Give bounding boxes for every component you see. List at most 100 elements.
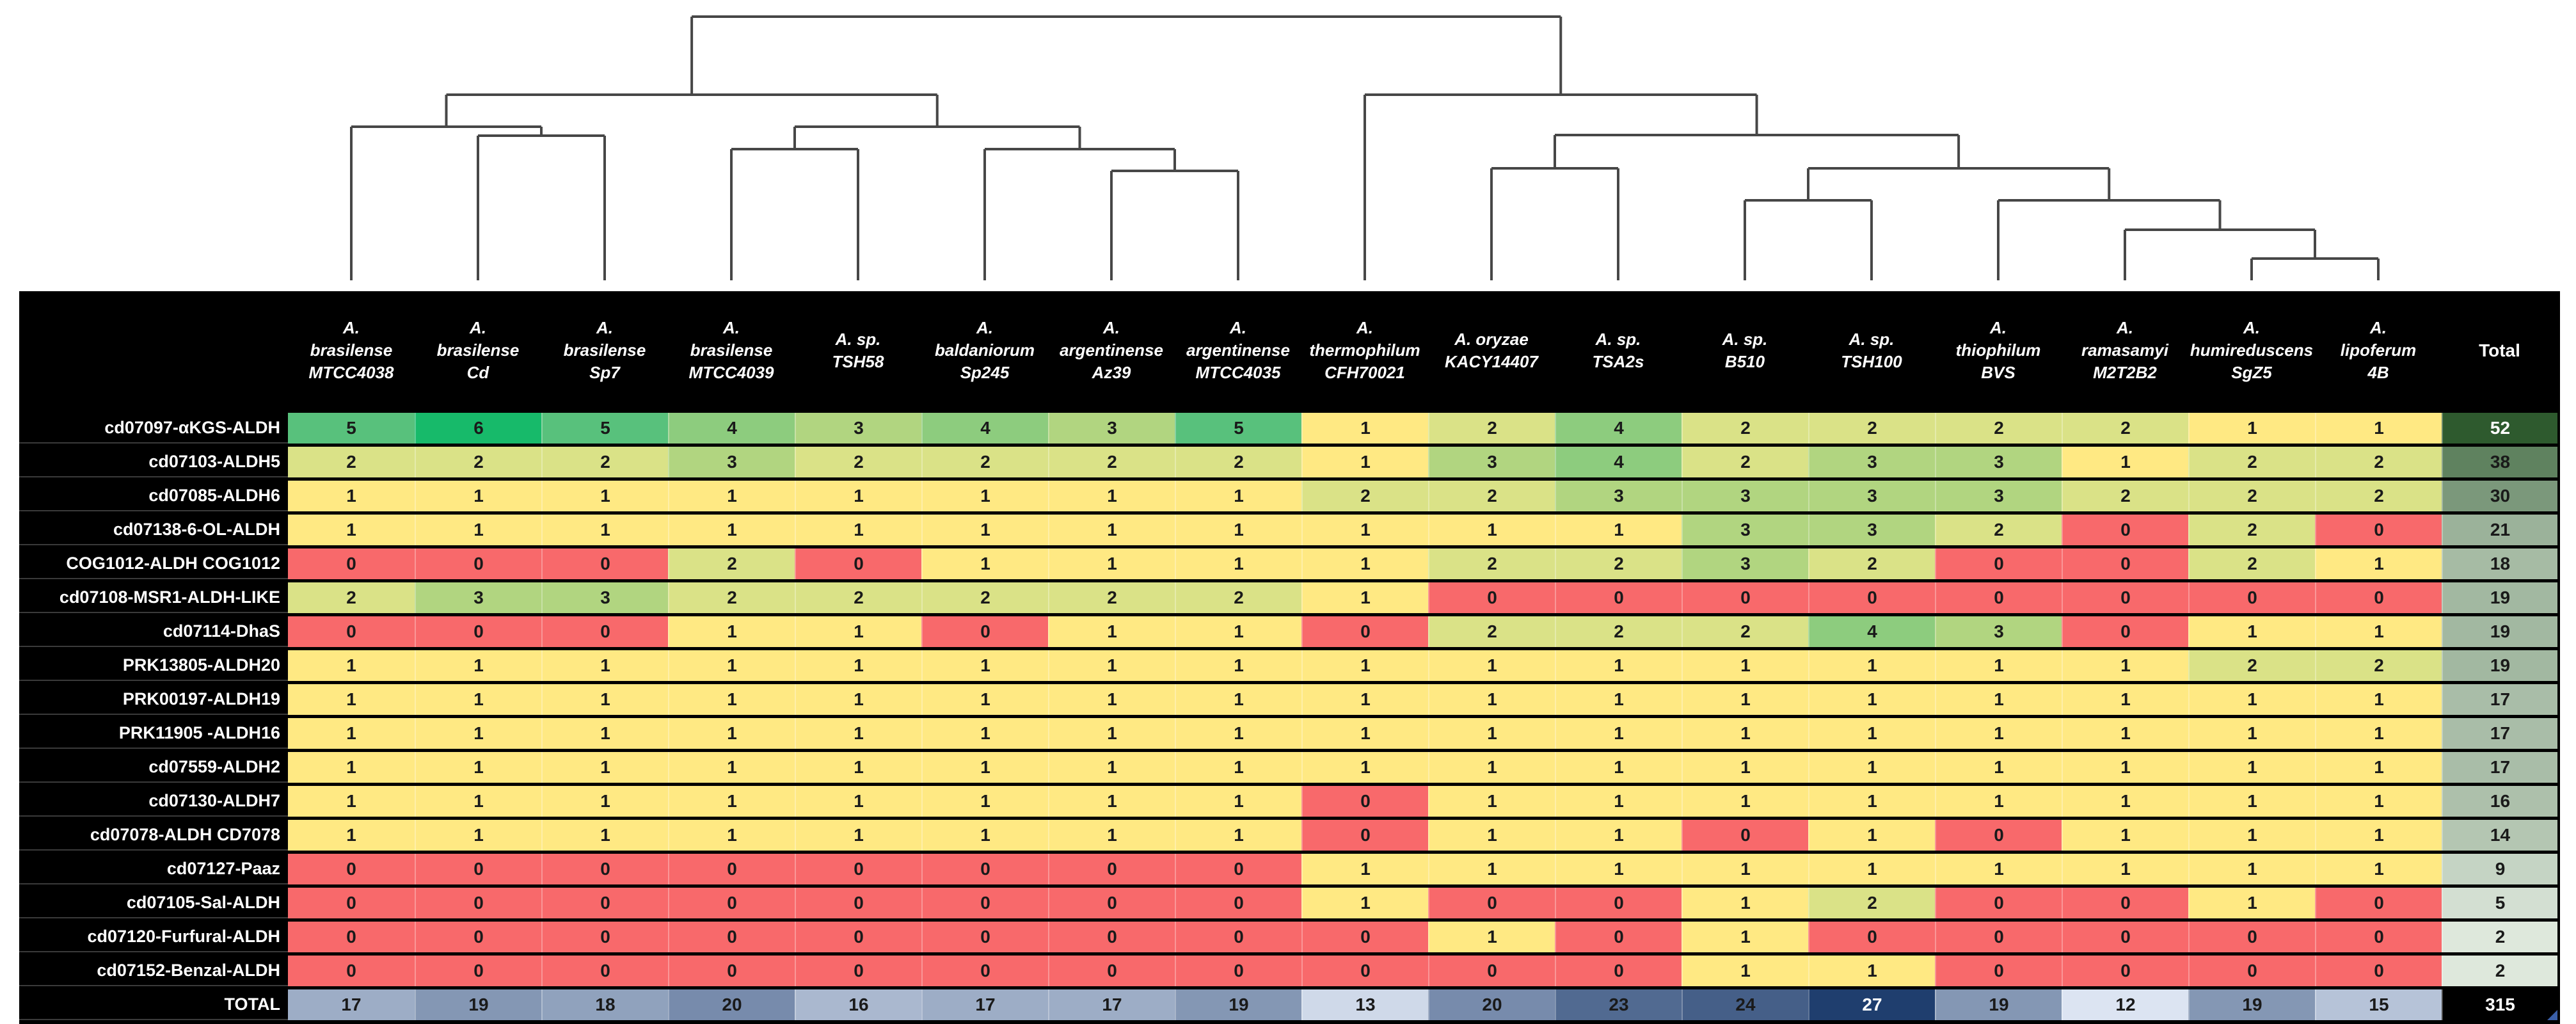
heatmap-cell: 1 [2188,718,2315,749]
column-header-line: A. [470,318,486,337]
heatmap-cell: 0 [415,922,541,952]
heatmap-cell: 0 [1428,956,1555,986]
heatmap-cell: 0 [288,548,415,579]
heatmap-cell: 2 [1935,515,2062,545]
heatmap-cell: 0 [2188,922,2315,952]
heatmap-cell: 1 [1555,820,1682,851]
column-header-line: Az39 [1092,363,1131,382]
heatmap-cell: 3 [1935,616,2062,647]
heatmap-cell: 1 [415,650,541,681]
heatmap-cell: 0 [921,888,1048,918]
heatmap-cell: 1 [1175,515,1301,545]
heatmap-cell: 1 [541,481,668,511]
heatmap-cell: 0 [1935,820,2062,851]
heatmap-cell: 0 [1555,922,1682,952]
row-label: cd07085-ALDH6 [19,481,288,511]
heatmap-cell: 1 [1808,752,1935,783]
column-header-line: brasilense [563,340,646,360]
row-label: PRK13805-ALDH20 [19,650,288,681]
heatmap-cell: 1 [1428,752,1555,783]
table-row: PRK00197-ALDH19 1 1 1 1 1 1 1 1 1 1 1 1 1 1 1 1 1 17 [19,684,2557,715]
heatmap-cell: 1 [1048,684,1175,715]
heatmap-cell: 1 [1808,820,1935,851]
heatmap-cell: 1 [2315,820,2442,851]
heatmap-cell: 0 [541,854,668,884]
heatmap-cell: 1 [1301,888,1428,918]
row-total-cell: 19 [2442,650,2557,681]
heatmap-cell: 0 [1048,956,1175,986]
heatmap-cell: 0 [1175,888,1301,918]
column-header-line: A. [1990,318,2007,337]
table-row: cd07114-DhaS 0 0 0 1 1 0 1 1 0 2 2 2 4 3 0 1 1 19 [19,616,2557,647]
heatmap-cell: 0 [1175,922,1301,952]
heatmap-cell: 1 [1301,515,1428,545]
heatmap-cell: 0 [1935,922,2062,952]
heatmap-cell: 2 [1048,447,1175,477]
heatmap-cell: 1 [415,684,541,715]
heatmap-cell: 0 [1048,888,1175,918]
heatmap-cell: 1 [541,820,668,851]
heatmap-cell: 1 [1048,786,1175,817]
heatmap-cell: 2 [2315,447,2442,477]
heatmap-cell: 1 [1428,650,1555,681]
heatmap-cell: 0 [921,854,1048,884]
heatmap-cell: 0 [415,956,541,986]
heatmap-cell: 1 [1935,684,2062,715]
column-header: A. brasilense MTCC4039 [668,291,795,410]
column-header-line: thiophilum [1955,340,2041,360]
heatmap-cell: 1 [2315,684,2442,715]
heatmap-cell: 1 [2062,718,2188,749]
column-header-line: A. sp. [1595,329,1641,349]
heatmap-cell: 0 [288,616,415,647]
heatmap-cell: 1 [288,752,415,783]
column-header-line: A. [723,318,740,337]
row-label: cd07138-6-OL-ALDH [19,515,288,545]
heatmap-cell: 2 [2062,413,2188,444]
heatmap-cell: 0 [921,956,1048,986]
column-header-line: M2T2B2 [2093,363,2157,382]
heatmap-cell: 1 [2188,854,2315,884]
heatmap-cell: 0 [2315,582,2442,613]
row-total-cell: 19 [2442,616,2557,647]
aldh-heatmap-table: A. brasilense MTCC4038 A. brasilense Cd A. bras… [19,291,2560,1024]
heatmap-cell: 1 [1808,684,1935,715]
heatmap-cell: 2 [2315,650,2442,681]
column-header-line: Sp245 [960,363,1010,382]
row-total-cell: 30 [2442,481,2557,511]
table-row: PRK11905 -ALDH16 1 1 1 1 1 1 1 1 1 1 1 1 1 1 1 1 1 17 [19,718,2557,749]
column-header-line: A. [1103,318,1120,337]
heatmap-cell: 2 [415,447,541,477]
heatmap-cell: 1 [668,820,795,851]
heatmap-cell: 1 [668,718,795,749]
heatmap-cell: 1 [1555,786,1682,817]
column-total-cell: 17 [921,989,1048,1020]
row-label: cd07120-Furfural-ALDH [19,922,288,952]
table-row: cd07120-Furfural-ALDH 0 0 0 0 0 0 0 0 0 1 0 1 0 0 0 0 0 2 [19,922,2557,952]
heatmap-cell: 1 [1175,820,1301,851]
heatmap-cell: 6 [415,413,541,444]
heatmap-cell: 0 [1935,888,2062,918]
column-header-line: TSH100 [1841,351,1902,371]
heatmap-cell: 2 [288,447,415,477]
heatmap-cell: 1 [1301,650,1428,681]
column-header: A. sp. TSA2s [1555,291,1682,410]
heatmap-cell: 1 [1555,650,1682,681]
heatmap-cell: 0 [795,956,921,986]
column-header: A. lipoferum 4B [2315,291,2442,410]
heatmap-cell: 1 [1301,413,1428,444]
column-header-line: MTCC4039 [688,363,774,382]
heatmap-cell: 1 [1301,752,1428,783]
heatmap-cell: 0 [2062,548,2188,579]
row-label: cd07127-Paaz [19,854,288,884]
heatmap-cell: 2 [1301,481,1428,511]
row-label: cd07097-αKGS-ALDH [19,413,288,444]
heatmap-cell: 0 [1808,922,1935,952]
heatmap-cell: 0 [668,956,795,986]
column-total-cell: 13 [1301,989,1428,1020]
heatmap-cell: 1 [1682,956,1808,986]
total-row-label: TOTAL [19,989,288,1020]
heatmap-cell: 1 [1682,786,1808,817]
heatmap-cell: 2 [1935,413,2062,444]
heatmap-cell: 0 [1301,956,1428,986]
heatmap-cell: 3 [1808,481,1935,511]
